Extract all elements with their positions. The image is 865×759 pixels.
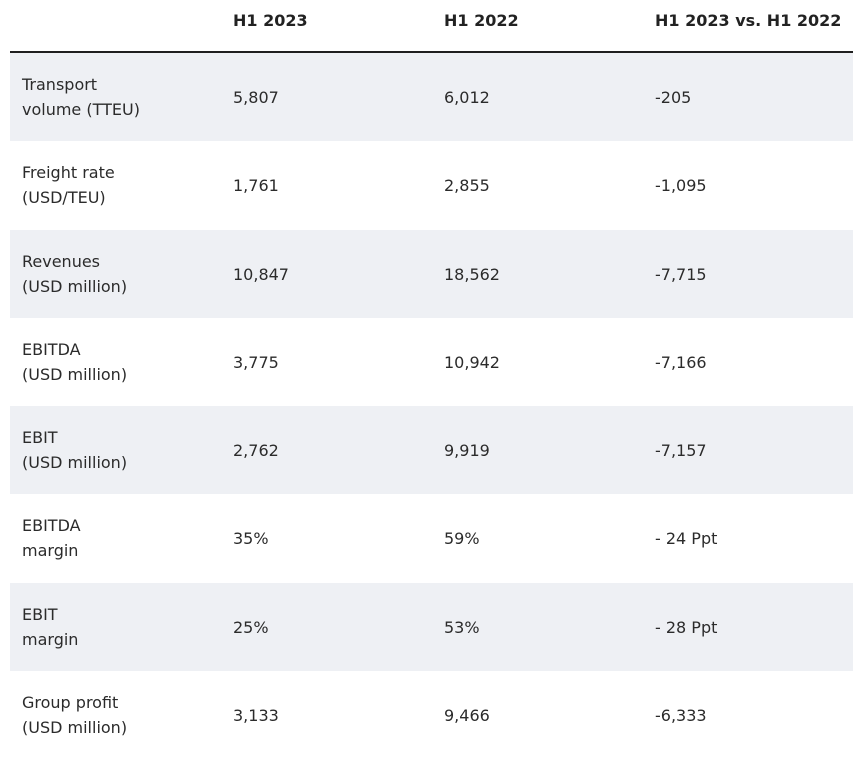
cell-diff: - 28 Ppt — [655, 617, 718, 637]
table-row: Freight rate (USD/TEU) 1,761 2,855 -1,09… — [10, 141, 853, 229]
cell-diff: -7,715 — [655, 264, 707, 284]
cell-h1-2023: 1,761 — [233, 176, 279, 196]
row-label: EBIT (USD million) — [22, 425, 127, 475]
row-label-line1: Transport — [22, 75, 98, 94]
cell-h1-2023: 5,807 — [233, 88, 279, 107]
row-label: EBITDA (USD million) — [22, 337, 127, 387]
row-label: EBIT margin — [22, 602, 78, 652]
row-label-line2: margin — [22, 629, 79, 649]
header-h1-2023: H1 2023 — [233, 11, 308, 30]
row-label: Freight rate (USD/TEU) — [22, 160, 115, 210]
cell-diff: -1,095 — [655, 176, 707, 196]
cell-h1-2023: 10,847 — [233, 264, 289, 284]
cell-h1-2022: 18,562 — [444, 264, 500, 284]
table-header: H1 2023 H1 2022 H1 2023 vs. H1 2022 — [10, 0, 853, 53]
row-label-line2: (USD million) — [22, 276, 128, 296]
row-label-line1: Revenues — [22, 251, 101, 271]
cell-h1-2023: 3,133 — [233, 706, 279, 726]
row-label: Revenues (USD million) — [22, 249, 127, 299]
cell-h1-2022: 9,466 — [444, 706, 490, 726]
table-row: Revenues (USD million) 10,847 18,562 -7,… — [10, 229, 853, 318]
row-label-line2: margin — [22, 541, 79, 561]
cell-h1-2023: 3,775 — [233, 352, 279, 372]
cell-diff: -6,333 — [655, 706, 707, 726]
row-label: Group profit (USD million) — [22, 690, 127, 740]
row-label: Transport volume (TTEU) — [22, 72, 140, 122]
row-label-line2: (USD million) — [22, 718, 128, 738]
cell-h1-2022: 2,855 — [444, 176, 490, 196]
cell-h1-2022: 6,012 — [444, 88, 490, 107]
cell-diff: - 24 Ppt — [655, 529, 718, 549]
row-label-line2: (USD/TEU) — [22, 188, 106, 208]
row-label-line1: EBIT — [22, 428, 58, 448]
cell-h1-2023: 2,762 — [233, 441, 279, 461]
financial-table: H1 2023 H1 2022 H1 2023 vs. H1 2022 Tran… — [10, 0, 853, 759]
table-row: EBITDA (USD million) 3,775 10,942 -7,166 — [10, 318, 853, 406]
table-row: EBIT (USD million) 2,762 9,919 -7,157 — [10, 406, 853, 495]
table-row: Transport volume (TTEU) 5,807 6,012 -205 — [10, 53, 853, 142]
row-label-line2: (USD million) — [22, 453, 128, 473]
cell-diff: -7,166 — [655, 352, 707, 372]
row-label-line2: (USD million) — [22, 364, 128, 384]
header-comparison: H1 2023 vs. H1 2022 — [655, 11, 842, 30]
table-row: EBITDA margin 35% 59% - 24 Ppt — [10, 494, 853, 582]
table-row: Group profit (USD million) 3,133 9,466 -… — [10, 671, 853, 759]
cell-h1-2023: 35% — [233, 529, 269, 549]
row-label-line1: Freight rate — [22, 163, 115, 183]
cell-h1-2022: 53% — [444, 617, 480, 637]
row-label: EBITDA margin — [22, 513, 81, 563]
row-label-line1: EBIT — [22, 604, 58, 624]
table-row: EBIT margin 25% 53% - 28 Ppt — [10, 582, 853, 672]
row-label-line2: volume (TTEU) — [22, 100, 140, 119]
cell-diff: -205 — [655, 88, 692, 107]
cell-h1-2022: 10,942 — [444, 352, 500, 372]
row-label-line1: Group profit — [22, 693, 119, 713]
cell-h1-2022: 59% — [444, 529, 480, 549]
row-label-line1: EBITDA — [22, 339, 81, 359]
header-h1-2022: H1 2022 — [444, 11, 519, 30]
cell-h1-2022: 9,919 — [444, 441, 490, 461]
cell-h1-2023: 25% — [233, 617, 269, 637]
cell-diff: -7,157 — [655, 441, 707, 461]
row-label-line1: EBITDA — [22, 516, 81, 536]
